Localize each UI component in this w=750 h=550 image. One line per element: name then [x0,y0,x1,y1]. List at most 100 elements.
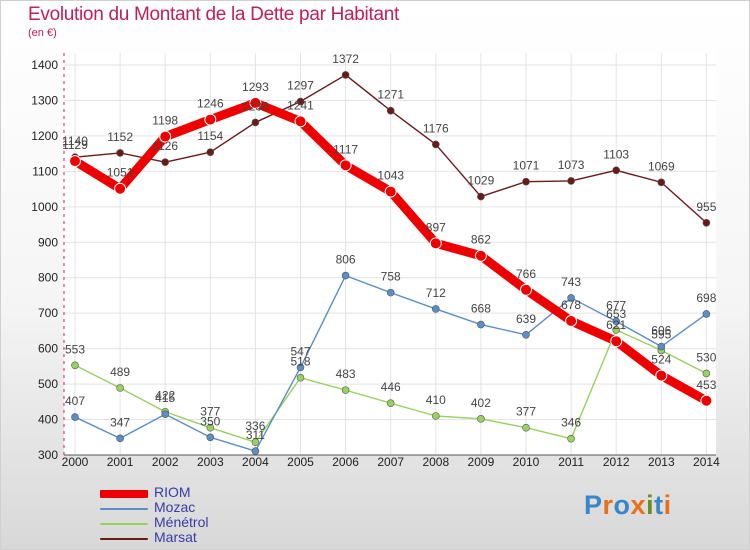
data-point [296,363,305,372]
logo-letter: i [646,490,655,520]
data-label: 407 [65,394,85,408]
data-label: 483 [336,367,356,381]
x-tick-label: 2013 [648,455,675,469]
data-point [612,166,621,175]
legend-swatch [100,523,148,525]
data-point [567,177,575,185]
data-point [116,149,124,157]
data-label: 410 [426,393,446,407]
data-label: 350 [200,414,220,428]
data-point [251,447,260,455]
data-point [520,283,532,296]
data-point [522,331,530,339]
data-label: 518 [290,355,310,369]
data-point [161,410,169,419]
data-label: 524 [651,353,671,367]
x-tick-label: 2001 [107,455,134,469]
legend: RIOM Mozac Ménétrol Marsat [100,484,300,546]
data-point [522,423,530,432]
data-point [655,369,668,382]
data-label: 1140 [62,134,88,148]
y-tick-label: 800 [38,271,58,285]
data-point [114,182,127,195]
proxiti-logo: Proxiti [584,490,672,521]
data-point [161,158,169,166]
logo-letter: r [602,490,614,520]
y-tick-label: 400 [38,413,58,427]
data-point [431,140,440,149]
logo-letter: P [584,490,603,520]
data-label: 415 [155,391,175,405]
data-label: 311 [246,428,265,442]
logo-letter: t [654,490,664,520]
data-point [657,178,666,187]
data-label: 595 [651,327,671,341]
legend-item: Mozac [100,499,300,516]
y-tick-label: 1300 [31,93,58,107]
data-point [71,413,79,421]
data-point [386,288,395,297]
x-tick-label: 2014 [693,455,720,469]
x-tick-label: 2002 [152,455,179,469]
data-label: 1246 [197,97,224,111]
data-label: 862 [471,233,491,247]
legend-swatch [100,490,148,498]
data-label: 1117 [333,142,358,156]
data-label: 653 [606,307,626,321]
data-label: 553 [65,342,85,356]
data-label: 422 [155,389,175,403]
data-label: 1152 [107,130,133,144]
data-point [296,373,305,382]
x-tick-label: 2006 [332,455,359,469]
data-point [251,438,260,447]
y-tick-label: 600 [38,342,58,356]
data-label: 530 [696,350,716,364]
data-label: 402 [471,396,491,410]
y-tick-label: 1000 [31,200,58,214]
data-point [341,71,350,79]
plot-area [64,53,716,455]
data-label: 1069 [648,159,675,173]
chart-title: Evolution du Montant de la Dette par Hab… [28,4,399,25]
data-label: 743 [561,275,581,289]
data-point [702,218,711,227]
data-point [341,271,350,280]
data-point [612,317,621,326]
data-point [71,361,79,370]
data-label: 1293 [242,80,269,94]
data-point [567,294,575,302]
data-label: 346 [561,416,581,430]
data-label: 1372 [332,52,359,66]
x-tick-label: 2007 [377,455,404,469]
data-label: 677 [606,298,626,312]
x-tick-label: 2010 [513,455,540,469]
x-tick-label: 2009 [468,455,495,469]
data-point [386,399,395,408]
data-point [431,412,440,420]
data-point [339,159,352,172]
data-label: 806 [336,253,356,267]
data-point [249,96,262,109]
legend-label: Mozac [154,499,196,515]
data-point [657,342,666,351]
data-point [296,97,305,106]
data-label: 453 [696,378,716,392]
data-point [700,394,713,407]
legend-label: Ménétrol [154,514,209,530]
y-tick-label: 900 [38,235,58,249]
data-label: 1238 [242,99,269,113]
y-tick-label: 1400 [31,58,58,72]
logo-letter: o [613,490,631,520]
y-tick-label: 1200 [31,129,58,143]
data-point [206,423,215,432]
data-label: 606 [651,324,671,338]
legend-item: Ménétrol [100,514,300,531]
data-label: 1198 [152,114,178,128]
legend-label: Marsat [154,529,197,545]
data-point [116,384,124,392]
data-point [610,335,623,348]
data-point [612,326,621,334]
data-label: 446 [381,380,401,394]
data-label: 639 [516,312,536,326]
data-point [477,320,485,329]
